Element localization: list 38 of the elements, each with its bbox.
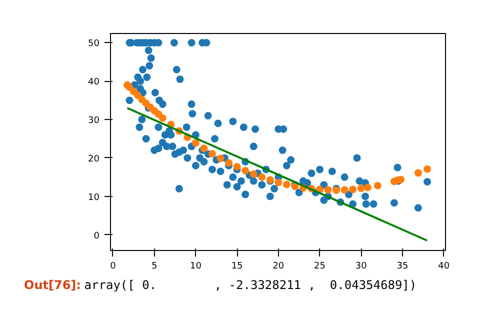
point [158,114,166,122]
text: array([ 0. , -2.3328211 , 0.04354689]) [84,278,417,292]
x-tick-label: 15 [231,262,243,272]
point [397,176,405,184]
y-tick-label: 20 [88,154,100,164]
x-tick-label: 40 [438,262,450,272]
point [242,166,250,174]
point [374,182,382,190]
point [208,150,216,158]
point [424,165,432,173]
y-tick-label: 50 [88,39,100,50]
point [324,186,332,194]
point [250,170,258,178]
x-tick-label: 30 [355,262,368,272]
x-tick-label: 0 [110,262,116,272]
point [274,178,282,186]
point [349,186,357,194]
x-tick-label: 5 [151,262,158,272]
x-tick-label: 25 [314,262,326,272]
x-tick-label: 35 [396,262,408,272]
point [225,159,233,167]
text: Out[76]: [24,278,81,292]
point [258,173,266,181]
point [216,154,224,162]
y-tick-label: 30 [88,116,100,126]
point [357,184,365,192]
point [282,180,290,188]
y-tick-label: 0 [94,231,100,242]
point [340,186,348,194]
x-tick-label: 20 [272,262,284,272]
point [364,184,372,192]
y-tick-label: 10 [88,192,100,203]
point [233,163,241,171]
y-tick-label: 40 [88,78,100,88]
point [192,139,200,147]
x-tick-label: 10 [190,262,202,272]
point [414,169,422,177]
point [134,92,142,100]
